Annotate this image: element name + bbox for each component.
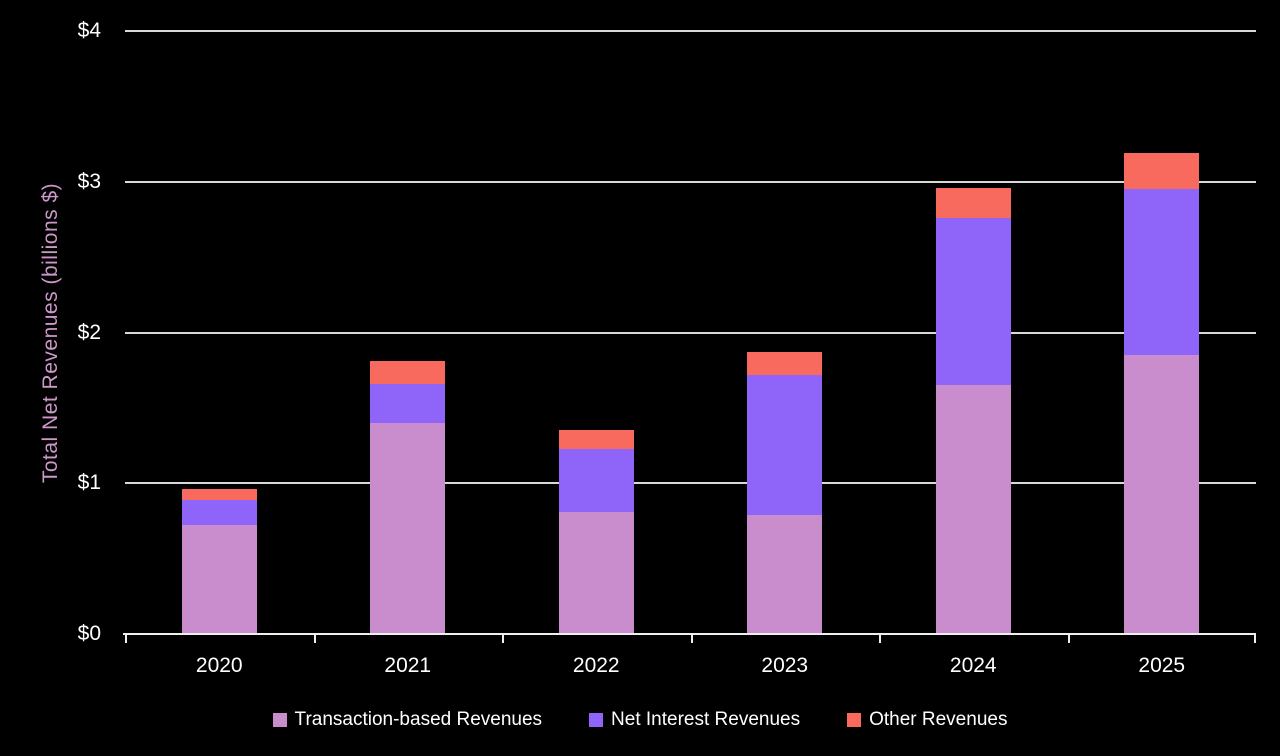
legend-item-other-revenues: Other Revenues <box>847 709 1007 731</box>
legend-item-net-interest-revenues: Net Interest Revenues <box>589 709 800 731</box>
x-axis-tick-labels: 2020 2021 2022 2023 2024 2025 <box>125 654 1256 686</box>
legend-label-transaction-based-revenues: Transaction-based Revenues <box>294 709 543 730</box>
x-axis-tick <box>314 634 316 643</box>
x-axis-line <box>123 633 1256 635</box>
bar-segment-2022-transaction-based-revenues <box>558 512 634 634</box>
bar-segment-2025-other-revenues <box>1124 153 1200 189</box>
plot-area <box>123 30 1256 635</box>
legend-swatch-net-interest-revenues <box>589 713 604 727</box>
chart-legend: Transaction-based Revenues Net Interest R… <box>0 709 1280 731</box>
y-tick-label-0: $0 <box>77 622 101 645</box>
y-tick-label-1: $1 <box>77 471 101 495</box>
bar-2024 <box>935 188 1011 634</box>
x-tick-label-2021: 2021 <box>384 654 432 677</box>
bar-segment-2023-net-interest-revenues <box>747 375 823 515</box>
bar-segment-2020-transaction-based-revenues <box>181 525 257 634</box>
bar-2023 <box>747 352 823 634</box>
y-tick-label-3: $3 <box>77 169 101 193</box>
x-axis-tick <box>1068 634 1070 643</box>
bar-2020 <box>181 489 257 634</box>
legend-item-transaction-based-revenues: Transaction-based Revenues <box>272 709 543 731</box>
bar-2022 <box>558 430 634 634</box>
x-axis-tick <box>125 634 127 643</box>
gridline-2 <box>125 331 1256 334</box>
bar-segment-2024-other-revenues <box>935 188 1011 218</box>
bar-segment-2022-net-interest-revenues <box>558 449 634 512</box>
bar-segment-2024-net-interest-revenues <box>935 218 1011 385</box>
y-tick-label-4: $4 <box>77 19 101 42</box>
bar-segment-2020-other-revenues <box>181 489 257 500</box>
y-tick-label-2: $2 <box>77 320 101 344</box>
x-tick-label-2023: 2023 <box>761 654 809 677</box>
bar-segment-2021-transaction-based-revenues <box>370 423 446 634</box>
legend-label-net-interest-revenues: Net Interest Revenues <box>611 709 801 730</box>
bar-segment-2022-other-revenues <box>558 430 634 449</box>
legend-swatch-transaction-based-revenues <box>272 713 287 727</box>
x-tick-label-2022: 2022 <box>572 654 620 677</box>
legend-label-other-revenues: Other Revenues <box>869 709 1008 730</box>
x-axis-tick <box>879 634 881 643</box>
bar-2021 <box>370 361 446 634</box>
bar-segment-2023-transaction-based-revenues <box>747 515 823 634</box>
gridline-3 <box>125 180 1256 183</box>
legend-swatch-other-revenues <box>847 713 862 727</box>
bar-segment-2021-net-interest-revenues <box>370 384 446 423</box>
bar-segment-2024-transaction-based-revenues <box>935 385 1011 634</box>
x-axis-tick <box>1254 634 1256 643</box>
x-tick-label-2025: 2025 <box>1138 654 1186 677</box>
x-axis-tick <box>691 634 693 643</box>
x-tick-label-2020: 2020 <box>195 654 243 677</box>
bar-segment-2025-transaction-based-revenues <box>1124 355 1200 634</box>
bar-segment-2021-other-revenues <box>370 361 446 384</box>
gridline-4 <box>125 30 1256 32</box>
x-axis-tick <box>502 634 504 643</box>
bar-2025 <box>1124 153 1200 634</box>
y-axis-tick-labels: $0 $1 $2 $3 $4 <box>0 19 101 645</box>
bar-segment-2023-other-revenues <box>747 352 823 375</box>
bar-segment-2025-net-interest-revenues <box>1124 189 1200 355</box>
bar-segment-2020-net-interest-revenues <box>181 500 257 525</box>
gridline-1 <box>125 482 1256 485</box>
x-tick-label-2024: 2024 <box>949 654 997 677</box>
